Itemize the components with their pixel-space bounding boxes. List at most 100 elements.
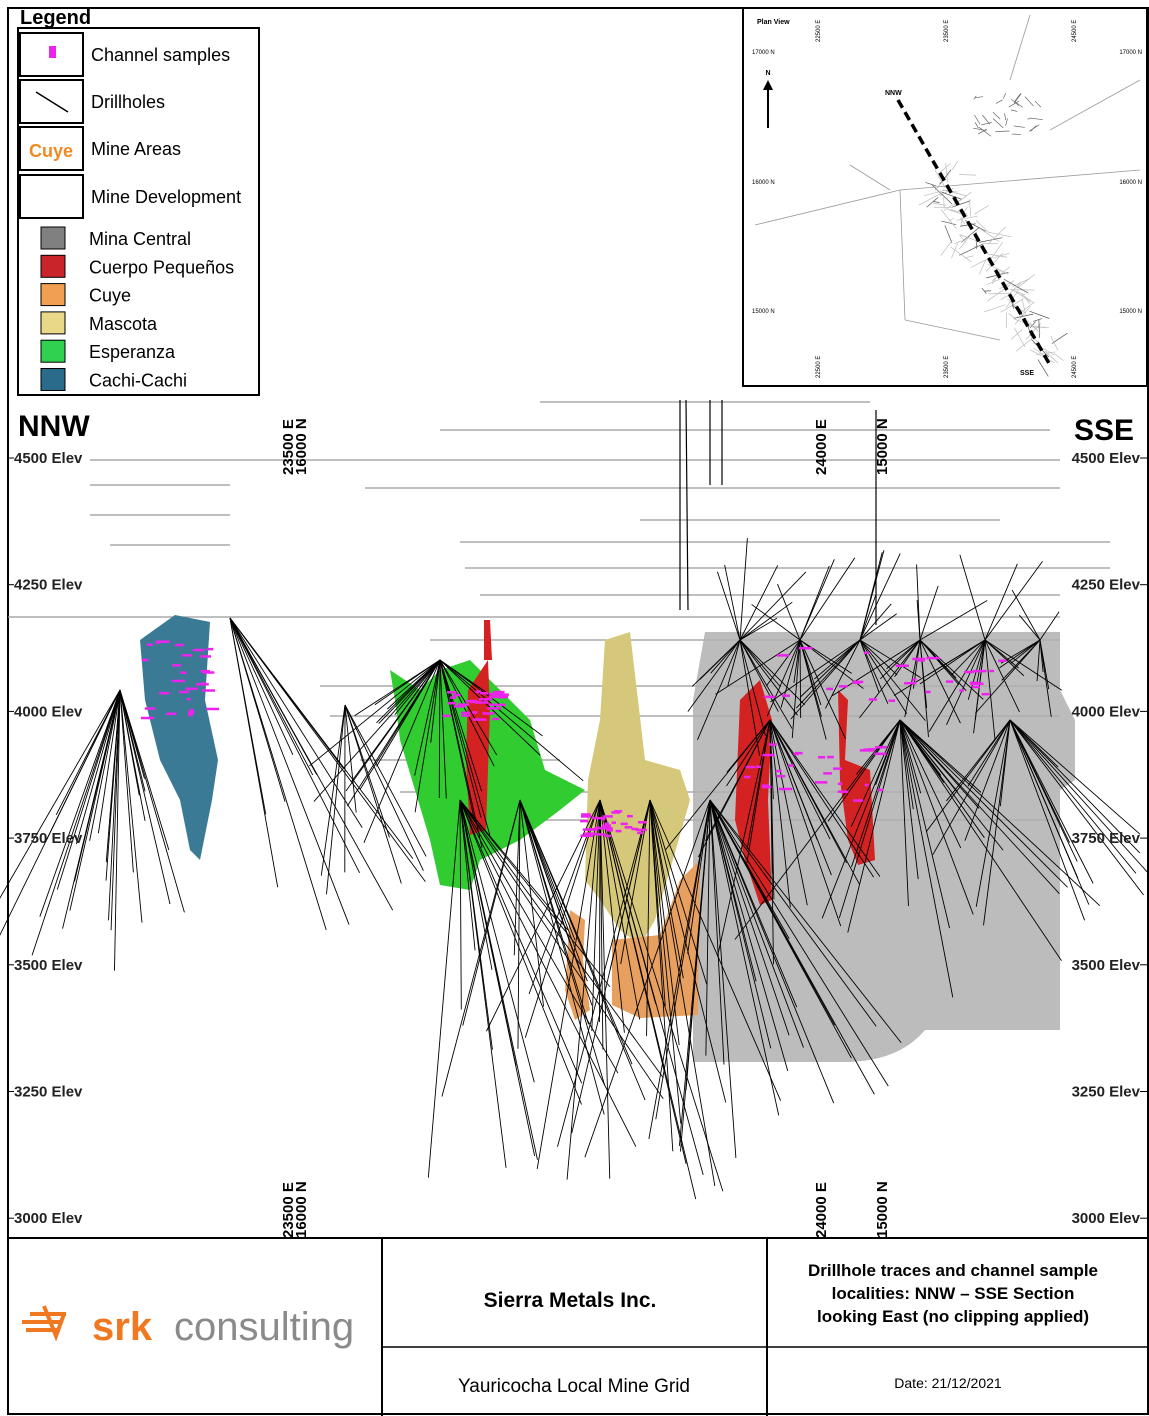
legend-swatch xyxy=(41,227,65,249)
legend-swatch xyxy=(41,340,65,362)
elevation-label: 3250 Elev xyxy=(1072,1084,1141,1101)
section-start: NNW xyxy=(885,90,902,97)
channel-sample xyxy=(744,776,750,779)
channel-sample xyxy=(499,693,509,696)
channel-sample xyxy=(889,699,896,702)
channel-sample xyxy=(479,698,493,701)
channel-sample xyxy=(946,680,953,683)
channel-sample xyxy=(852,681,863,684)
elevation-label: 4250 Elev xyxy=(1072,577,1141,594)
logo-mark xyxy=(22,1306,66,1336)
channel-sample xyxy=(447,702,456,705)
northing-label: 17000 N xyxy=(1119,50,1142,56)
channel-sample xyxy=(868,748,875,751)
channel-sample xyxy=(799,647,813,650)
channel-sample xyxy=(447,691,457,694)
channel-sample xyxy=(489,703,495,706)
northing-label: 15000 N xyxy=(1119,309,1142,315)
channel-sample xyxy=(207,648,213,651)
channel-sample xyxy=(159,692,169,695)
legend-swatch xyxy=(41,312,65,334)
channel-sample xyxy=(782,694,790,697)
channel-sample xyxy=(777,775,785,778)
channel-sample xyxy=(166,713,176,716)
section: 4500 Elev4500 Elev4250 Elev4250 Elev4000… xyxy=(0,400,1149,1238)
legend-label: Cuye xyxy=(89,286,131,306)
channel-sample xyxy=(458,703,469,706)
channel-sample xyxy=(202,689,215,692)
channel-sample xyxy=(581,815,591,818)
channel-sample xyxy=(818,756,825,759)
channel-sample xyxy=(973,670,987,673)
channel-sample xyxy=(595,833,605,836)
channel-sample xyxy=(182,654,192,657)
drillhole xyxy=(920,586,938,640)
channel-sample xyxy=(912,678,916,681)
drillhole xyxy=(725,565,740,640)
channel-sample xyxy=(187,698,191,701)
channel-sample xyxy=(605,835,612,838)
grid-label: 24000 E xyxy=(813,1182,830,1238)
legend-label: Channel samples xyxy=(91,45,230,65)
channel-sample xyxy=(815,781,827,784)
channel-sample xyxy=(833,767,842,770)
channel-sample xyxy=(595,826,600,829)
drillhole xyxy=(537,800,600,1169)
channel-sample xyxy=(926,657,939,660)
channel-sample xyxy=(756,766,761,769)
channel-sample xyxy=(145,707,156,710)
channel-sample xyxy=(878,789,884,792)
channel-sample xyxy=(450,696,456,699)
elevation-label: 4250 Elev xyxy=(14,577,83,594)
elevation-label: 4500 Elev xyxy=(14,450,83,467)
channel-sample xyxy=(480,692,489,695)
elevation-label: 3750 Elev xyxy=(1072,830,1141,847)
channel-sample xyxy=(180,671,186,674)
channel-sample xyxy=(912,658,925,661)
channel-sample xyxy=(188,712,194,715)
drillhole xyxy=(230,618,349,925)
description: Drillhole traces and channel sample xyxy=(808,1261,1098,1280)
channel-sample xyxy=(147,644,153,647)
easting-label: 24500 E xyxy=(1072,356,1078,378)
description: looking East (no clipping applied) xyxy=(817,1307,1089,1326)
logo: srk consulting xyxy=(22,1305,354,1349)
logo-bold: srk xyxy=(92,1305,153,1349)
channel-sample xyxy=(602,824,611,827)
channel-sample xyxy=(616,830,622,833)
grid-label: 24000 E xyxy=(813,419,830,475)
drillhole xyxy=(321,705,345,876)
channel-sample xyxy=(776,770,782,773)
drillhole xyxy=(740,538,747,640)
legend-channel-icon xyxy=(49,46,56,58)
channel-sample xyxy=(156,641,161,644)
channel-sample xyxy=(461,712,470,715)
grid-label: 16000 N xyxy=(293,1181,310,1238)
channel-sample xyxy=(625,826,633,829)
channel-sample xyxy=(746,766,756,769)
grid-label: 16000 N xyxy=(293,418,310,475)
cachi-cachi xyxy=(140,615,218,860)
channel-sample xyxy=(473,718,487,721)
channel-sample xyxy=(982,693,990,696)
channel-sample xyxy=(189,709,194,712)
channel-sample xyxy=(925,691,930,694)
description: localities: NNW – SSE Section xyxy=(832,1284,1075,1303)
northing-label: 16000 N xyxy=(1119,180,1142,186)
channel-sample xyxy=(777,654,789,657)
drillhole xyxy=(326,705,345,894)
easting-label: 22500 E xyxy=(816,356,822,378)
channel-sample xyxy=(487,707,501,710)
legend-label: Mina Central xyxy=(89,229,191,249)
company: Sierra Metals Inc. xyxy=(484,1289,657,1312)
grid-label: 15000 N xyxy=(874,1181,891,1238)
channel-sample xyxy=(193,649,205,652)
channel-sample xyxy=(442,715,450,718)
channel-sample xyxy=(179,691,189,694)
channel-sample xyxy=(864,652,869,655)
channel-sample xyxy=(492,718,499,721)
channel-sample xyxy=(638,821,647,824)
channel-sample xyxy=(206,708,219,711)
channel-sample xyxy=(779,788,792,791)
drillhole xyxy=(230,618,343,768)
